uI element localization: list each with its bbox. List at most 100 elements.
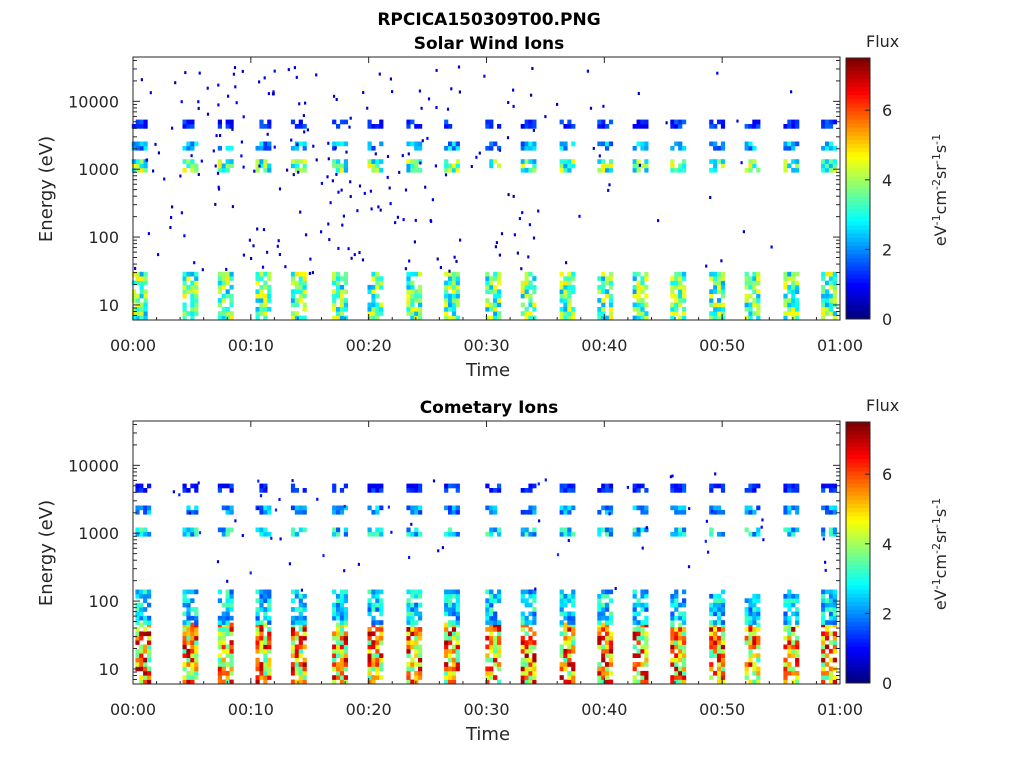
flux-cell (559, 531, 564, 537)
flux-cell (678, 527, 683, 533)
flux-cell (371, 593, 376, 599)
flux-cell (418, 648, 423, 654)
flux-point (231, 205, 234, 209)
flux-point (657, 219, 660, 223)
flux-point (532, 236, 536, 240)
flux-cell (143, 648, 148, 654)
flux-cell (678, 640, 683, 645)
flux-cell (744, 662, 749, 667)
flux-cell (263, 141, 268, 147)
flux-cell (143, 675, 148, 680)
flux-cell (636, 124, 641, 129)
flux-cell (343, 593, 348, 599)
flux-cell (605, 483, 610, 489)
flux-cell (371, 531, 376, 537)
flux-cell (528, 648, 533, 654)
flux-cell (756, 622, 761, 628)
flux-cell (186, 620, 191, 625)
flux-cell (720, 271, 726, 277)
flux-cell (678, 635, 683, 641)
flux-cell (632, 620, 637, 625)
flux-cell (791, 124, 796, 129)
flux-cell (414, 159, 419, 164)
flux-cell (448, 124, 453, 129)
flux-cell (752, 159, 757, 164)
flux-cell (567, 293, 572, 299)
flux-cell (636, 648, 641, 654)
flux-point (387, 505, 390, 509)
flux-cell (748, 505, 753, 511)
flux-cell (678, 611, 683, 617)
flux-point (250, 257, 253, 260)
flux-point (216, 171, 220, 175)
flux-cell (451, 276, 457, 281)
flux-cell (597, 298, 602, 303)
flux-cell (448, 598, 453, 603)
flux-point (154, 142, 157, 146)
flux-cell (640, 593, 645, 599)
flux-cell (744, 615, 749, 621)
flux-cell (709, 644, 714, 650)
flux-cell (294, 315, 299, 321)
flux-cell (644, 620, 649, 625)
flux-cell (259, 598, 264, 603)
flux-cell (375, 648, 380, 654)
flux-cell (520, 675, 525, 680)
flux-point (512, 88, 515, 92)
flux-cell (748, 141, 753, 147)
flux-cell (670, 602, 675, 608)
flux-cell (406, 598, 411, 603)
flux-cell (825, 163, 830, 169)
flux-cell (379, 631, 384, 637)
flux-cell (406, 505, 411, 511)
flux-cell (139, 271, 144, 277)
flux-cell (143, 607, 148, 612)
flux-cell (520, 509, 525, 515)
flux-cell (406, 276, 411, 281)
flux-cell (493, 302, 498, 308)
flux-cell (182, 311, 187, 316)
flux-cell (559, 509, 564, 515)
flux-cell (298, 271, 303, 277)
flux-cell (601, 483, 606, 489)
flux-cell (414, 293, 419, 299)
flux-cell (217, 488, 222, 493)
flux-cell (563, 145, 568, 151)
flux-cell (601, 593, 606, 599)
flux-cell (371, 284, 376, 290)
flux-cell (190, 145, 195, 151)
flux-cell (290, 311, 296, 316)
flux-cell (795, 635, 800, 641)
flux-cell (601, 488, 606, 493)
flux-cell (709, 611, 714, 617)
flux-cell (332, 488, 337, 493)
flux-cell (267, 640, 272, 645)
flux-cell (451, 163, 457, 169)
flux-cell (559, 598, 564, 603)
colorbar-segment (846, 265, 870, 271)
flux-cell (783, 298, 788, 303)
flux-cell (787, 615, 792, 621)
flux-cell (532, 167, 537, 173)
flux-cell (783, 644, 788, 650)
flux-cell (139, 675, 144, 680)
flux-cell (752, 593, 757, 599)
flux-cell (489, 119, 494, 125)
flux-cell (748, 293, 753, 299)
flux-cell (795, 593, 800, 599)
flux-cell (375, 675, 380, 680)
flux-cell (298, 653, 303, 658)
flux-cell (290, 635, 296, 641)
flux-cell (670, 280, 675, 286)
solar-wind-colorbar-units: eV-1cm-2sr-1s-1 (930, 134, 950, 246)
flux-cell (444, 289, 449, 294)
flux-cell (605, 124, 610, 129)
x-tick-label: 00:10 (228, 336, 274, 355)
flux-cell (225, 631, 230, 637)
flux-cell (294, 589, 299, 595)
flux-cell (795, 119, 800, 125)
flux-point (315, 73, 318, 77)
flux-point (705, 264, 708, 268)
solar-wind-title: Solar Wind Ions (414, 34, 565, 54)
flux-cell (229, 163, 234, 169)
